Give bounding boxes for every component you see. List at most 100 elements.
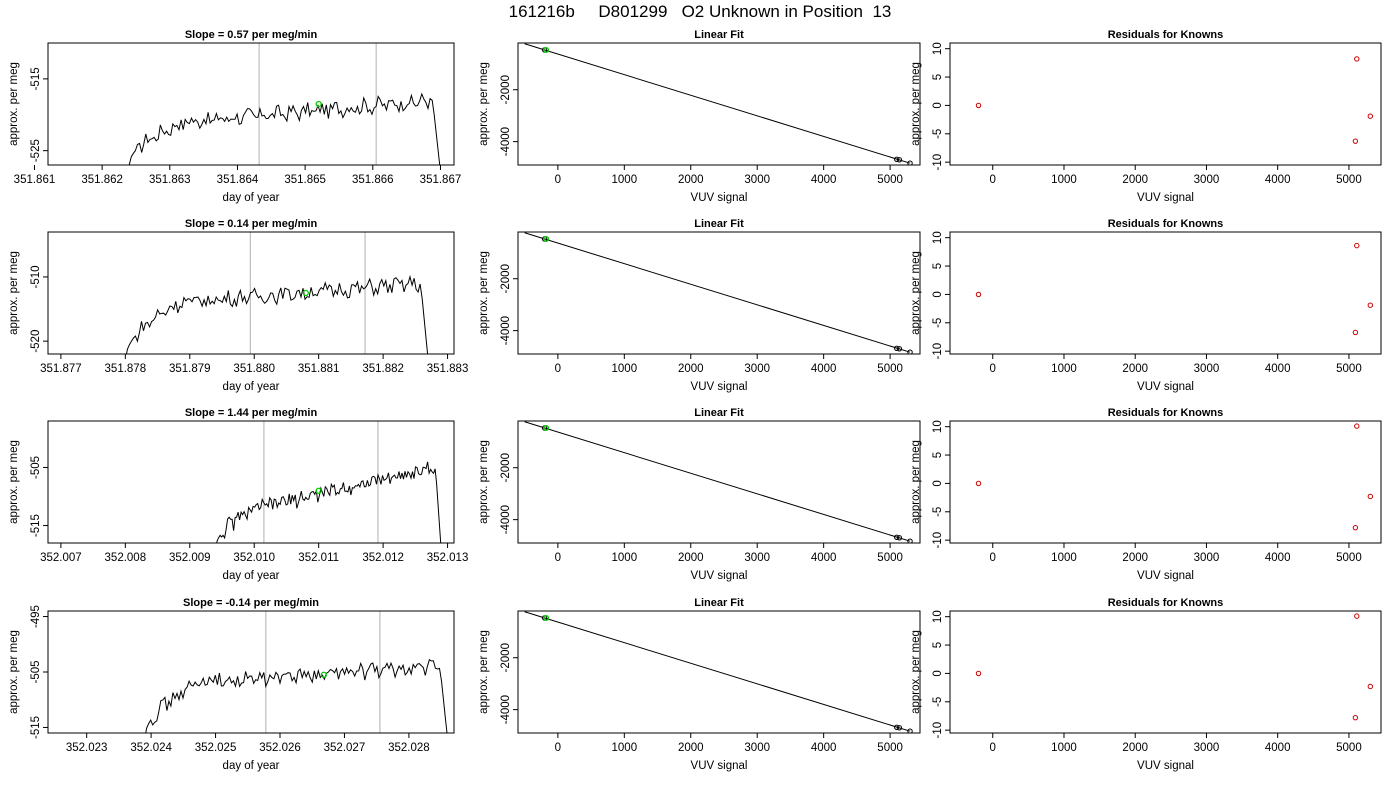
y-axis-label: approx. per meg (478, 630, 490, 714)
panel-title: Residuals for Knowns (1108, 597, 1224, 609)
x-tick-label: 4000 (811, 552, 837, 564)
fit-line (524, 43, 911, 164)
y-axis-label: approx. per meg (478, 62, 490, 146)
panel-row2-fit: Linear Fit 0 1000 2000 3000 4000 5000 -2000 -400… (478, 218, 921, 393)
y-axis-label: approx. per meg (910, 440, 922, 524)
x-axis-label: VUV signal (691, 381, 748, 393)
residual-point (975, 291, 982, 298)
signal-trace (128, 92, 441, 165)
x-tick-label: 351.883 (427, 363, 469, 375)
x-tick-label: 352.024 (130, 742, 172, 754)
x-tick-label: 5000 (877, 174, 903, 186)
panel-title: Linear Fit (694, 218, 744, 230)
x-tick-label: 0 (555, 174, 561, 186)
x-tick-label: 1000 (612, 363, 638, 375)
x-axis-label: VUV signal (691, 570, 748, 582)
x-tick-label: 352.009 (169, 552, 211, 564)
x-tick-label: 352.013 (427, 552, 469, 564)
x-tick-label: 0 (990, 742, 996, 754)
residual-point (1352, 329, 1359, 336)
residual-point (1367, 493, 1374, 500)
y-axis-label: approx. per meg (8, 62, 20, 146)
x-tick-label: 351.863 (149, 174, 191, 186)
fit-point (896, 157, 903, 163)
y-tick-label: -10 (932, 343, 944, 360)
x-tick-label: 352.026 (259, 742, 301, 754)
x-tick-label: 352.007 (40, 552, 82, 564)
plot-area (145, 611, 448, 733)
plot-frame (949, 420, 1382, 544)
plot-area (216, 421, 442, 543)
x-tick-label: 0 (555, 552, 561, 564)
midpoint-marker (302, 289, 309, 297)
midpoint-marker (320, 671, 327, 678)
residual-point (1367, 113, 1374, 119)
plot-frame (517, 420, 921, 544)
plot-area (975, 613, 1374, 721)
x-tick-label: 351.882 (362, 363, 404, 375)
plot-area (126, 232, 429, 354)
x-tick-label: 4000 (811, 742, 837, 754)
plot-area (524, 43, 913, 165)
y-tick-label: 10 (932, 42, 944, 55)
y-tick-label: -4000 (500, 695, 512, 724)
fit-line (524, 421, 911, 542)
x-tick-label: 2000 (678, 552, 704, 564)
fit-point (907, 728, 913, 733)
plot-area (128, 43, 441, 165)
panel-row4-residuals: Residuals for Knowns 0 1000 2000 3000 4000 500… (910, 597, 1382, 772)
x-axis-label: VUV signal (691, 760, 748, 772)
plot-frame (47, 610, 455, 734)
x-tick-label: 351.867 (420, 174, 462, 186)
y-axis-label: approx. per meg (8, 251, 20, 335)
x-axis-label: VUV signal (691, 192, 748, 204)
panel-row2-time: Slope = 0.14 per meg/min 351.877 351.878 35… (8, 218, 468, 393)
residual-point (975, 480, 982, 487)
y-tick-label: -2000 (500, 75, 512, 104)
panel-row1-fit: Linear Fit 0 1000 2000 3000 4000 5000 -2000 -400… (478, 29, 921, 204)
x-tick-label: 2000 (678, 174, 704, 186)
panel-row2-residuals: Residuals for Knowns 0 1000 2000 3000 4000 500… (910, 218, 1382, 393)
x-tick-label: 351.862 (81, 174, 123, 186)
x-tick-label: 4000 (811, 363, 837, 375)
x-tick-label: 3000 (744, 552, 770, 564)
x-tick-label: 3000 (744, 174, 770, 186)
x-axis-label: VUV signal (1137, 760, 1194, 772)
fit-point (896, 346, 903, 352)
panel-row3-time: Slope = 1.44 per meg/min 352.007 352.008 35… (8, 407, 468, 582)
y-tick-label: -5 (932, 318, 944, 328)
x-tick-label: 2000 (1122, 742, 1148, 754)
y-tick-label: -2000 (500, 264, 512, 293)
x-tick-label: 1000 (612, 742, 638, 754)
y-tick-label: -525 (30, 139, 42, 162)
y-tick-label: 0 (932, 102, 944, 108)
fit-point (894, 156, 900, 162)
x-tick-label: 351.877 (40, 363, 82, 375)
unknown-marker (543, 614, 550, 622)
x-tick-label: 2000 (1122, 363, 1148, 375)
y-axis-label: approx. per meg (910, 62, 922, 146)
plot-frame (47, 42, 455, 166)
plot-area (524, 421, 913, 543)
x-tick-label: 4000 (1265, 174, 1291, 186)
panel-row3-fit: Linear Fit 0 1000 2000 3000 4000 5000 -2000 -400… (478, 407, 921, 582)
plot-area (524, 611, 913, 733)
x-tick-label: 1000 (1051, 174, 1077, 186)
panel-title: Linear Fit (694, 407, 744, 419)
y-tick-label: -515 (30, 67, 42, 90)
y-tick-label: 5 (932, 452, 944, 458)
panel-row4-time: Slope = -0.14 per meg/min 352.023 352.024 3… (8, 597, 455, 772)
plot-area (975, 242, 1374, 336)
y-tick-label: 0 (932, 480, 944, 486)
x-tick-label: 352.008 (105, 552, 147, 564)
plot-area (975, 423, 1374, 531)
residual-point (1367, 302, 1374, 308)
midpoint-marker (315, 100, 322, 108)
y-tick-label: 10 (932, 420, 944, 433)
residual-point (1354, 56, 1360, 62)
x-tick-label: 0 (555, 742, 561, 754)
page-title: 161216b D801299 O2 Unknown in Position 1… (508, 2, 892, 21)
x-tick-label: 4000 (1265, 552, 1291, 564)
y-tick-label: -10 (932, 722, 944, 739)
panel-title: Residuals for Knowns (1108, 407, 1224, 419)
